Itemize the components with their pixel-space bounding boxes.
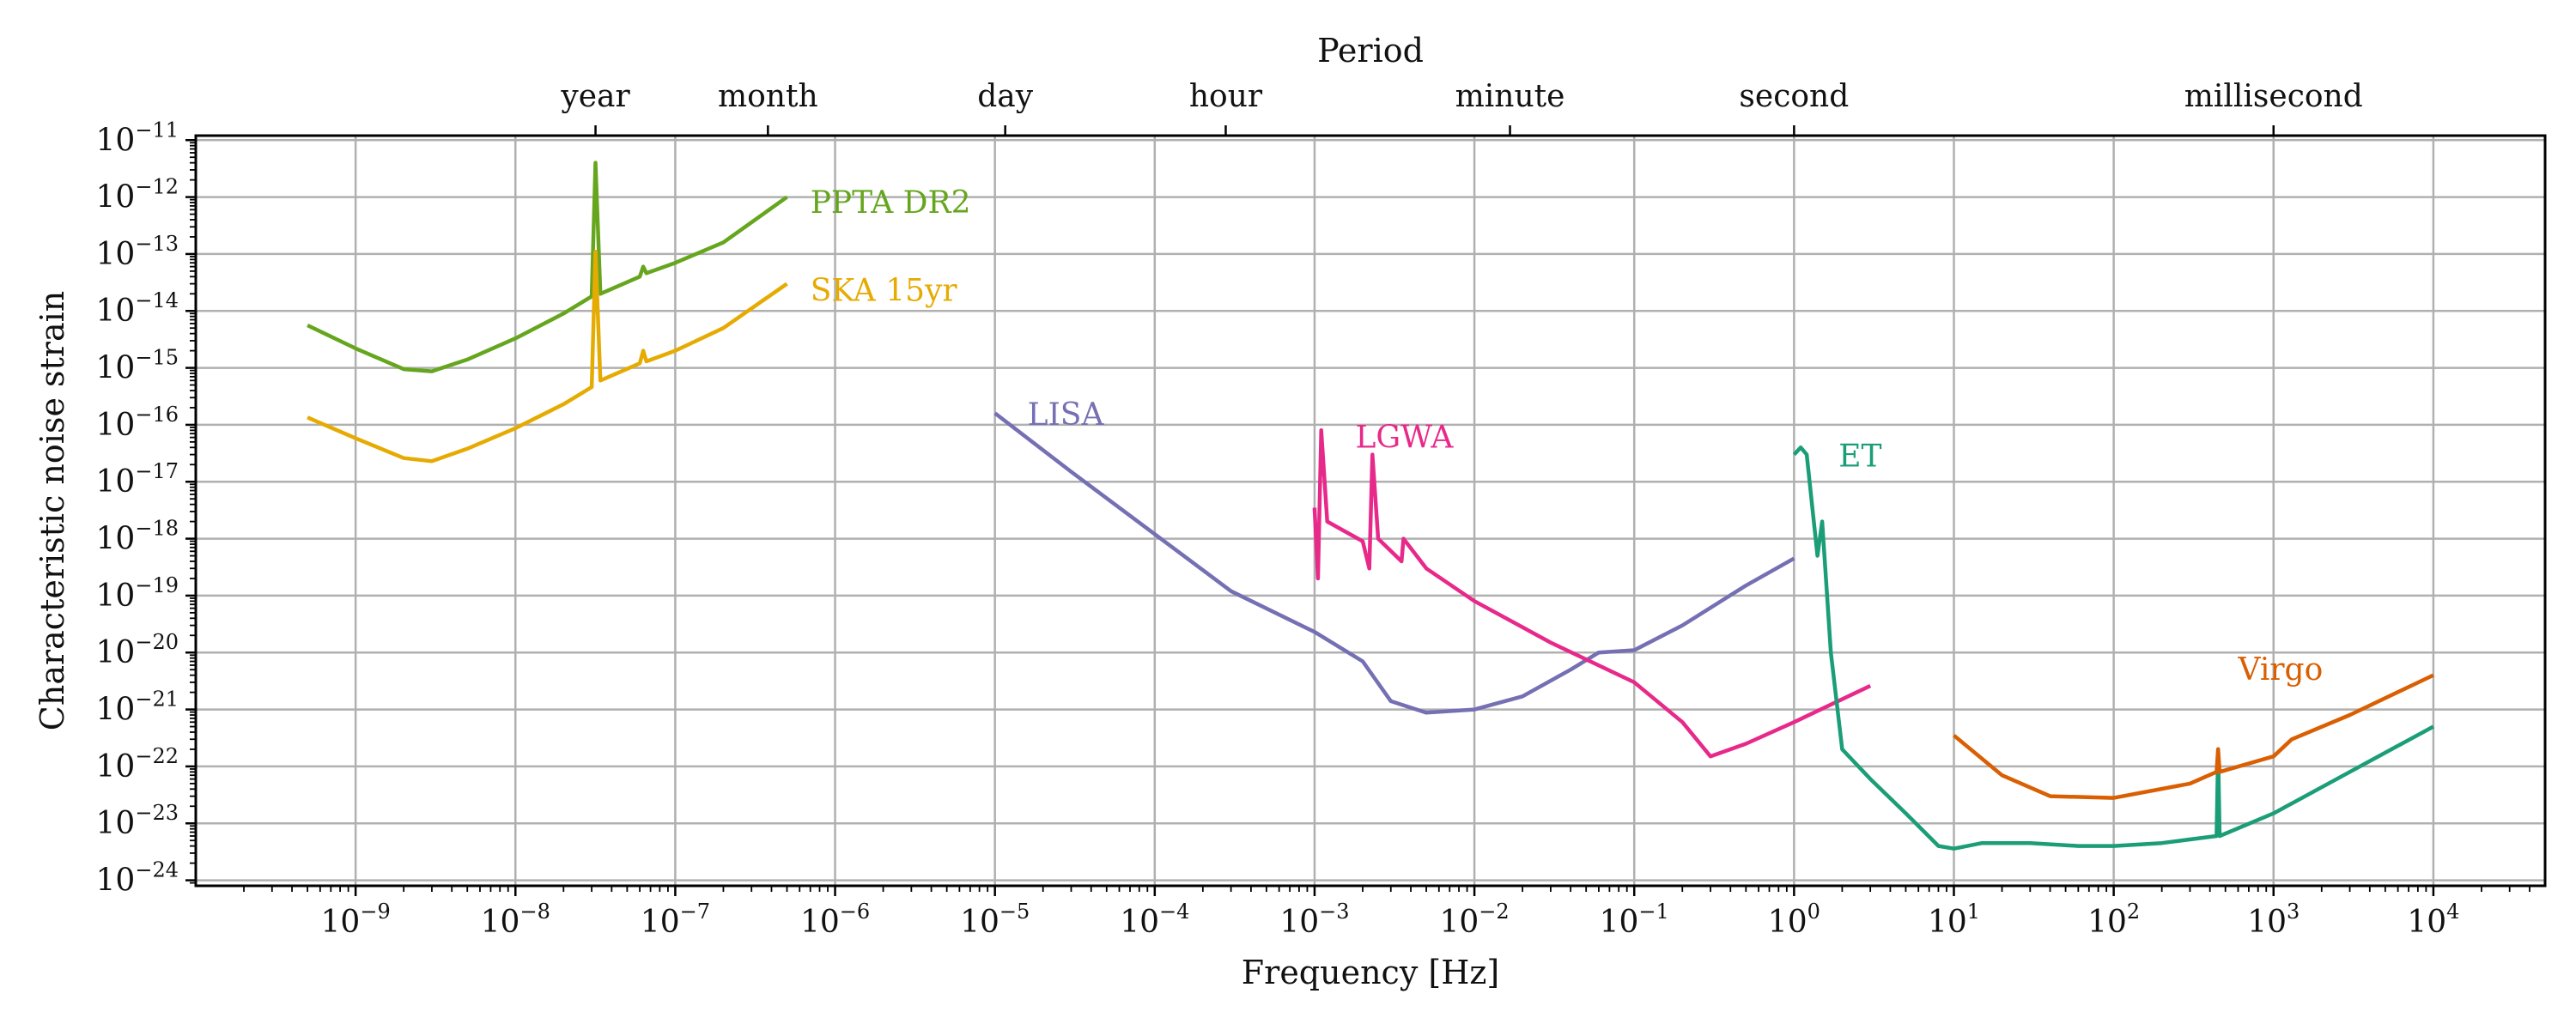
period-tick-label: minute bbox=[1455, 79, 1565, 114]
series-label-ppta-dr2: PPTA DR2 bbox=[811, 185, 971, 221]
x-tick-label: 102 bbox=[2087, 900, 2140, 940]
y-tick-label: 10−14 bbox=[96, 288, 179, 329]
y-axis-title: Characteristic noise strain bbox=[33, 291, 71, 730]
series-label-ska-15yr: SKA 15yr bbox=[811, 273, 958, 308]
x-tick-label: 10−5 bbox=[960, 900, 1030, 940]
period-tick-label: day bbox=[977, 79, 1034, 114]
series-label-lisa: LISA bbox=[1028, 397, 1105, 433]
x-tick-label: 10−2 bbox=[1439, 900, 1509, 940]
y-tick-label: 10−24 bbox=[96, 858, 179, 899]
series-label-virgo: Virgo bbox=[2237, 652, 2323, 688]
series-line-lgwa bbox=[1312, 428, 1872, 759]
period-tick-label: hour bbox=[1189, 79, 1263, 114]
series-line-ppta-dr2 bbox=[307, 161, 788, 373]
period-tick-label: year bbox=[560, 79, 630, 114]
x-tick-label: 104 bbox=[2407, 900, 2459, 940]
y-tick-label: 10−15 bbox=[96, 346, 179, 386]
x-tick-label: 10−9 bbox=[321, 900, 391, 940]
series-lines bbox=[307, 161, 2434, 851]
y-tick-label: 10−19 bbox=[96, 573, 179, 614]
series-line-lisa bbox=[993, 411, 1795, 715]
x-axis-title: Frequency [Hz] bbox=[1242, 954, 1499, 991]
grid bbox=[196, 136, 2545, 886]
y-tick-label: 10−13 bbox=[96, 232, 179, 272]
x-tick-label: 103 bbox=[2247, 900, 2300, 940]
x-tick-label: 10−4 bbox=[1120, 900, 1189, 940]
x-tick-label: 100 bbox=[1768, 900, 1820, 940]
period-axis-ticks: year month day hour minute second millisecond bbox=[560, 79, 2363, 136]
x-tick-label: 101 bbox=[1928, 900, 1980, 940]
y-tick-label: 10−11 bbox=[96, 118, 179, 158]
series-line-et bbox=[1792, 445, 2434, 851]
y-axis-ticks: 10−11 10−12 10−13 10−14 10−15 10−16 10−17 10−18… bbox=[96, 118, 196, 899]
x-tick-label: 10−8 bbox=[481, 900, 550, 940]
y-tick-label: 10−22 bbox=[96, 744, 179, 785]
y-tick-label: 10−23 bbox=[96, 801, 179, 841]
period-tick-label: millisecond bbox=[2184, 79, 2363, 114]
x-tick-label: 10−6 bbox=[800, 900, 870, 940]
series-labels: PPTA DR2 SKA 15yr LISA LGWA ET Virgo bbox=[811, 185, 2324, 688]
series-label-lgwa: LGWA bbox=[1355, 421, 1454, 456]
y-tick-label: 10−21 bbox=[96, 688, 179, 728]
period-tick-label: month bbox=[718, 79, 818, 114]
period-tick-label: second bbox=[1739, 79, 1849, 114]
x-axis-ticks: 10−9 10−8 10−7 10−6 10−5 10−4 10−3 10−2 10−1 100 1… bbox=[243, 886, 2530, 940]
y-tick-label: 10−17 bbox=[96, 459, 179, 500]
period-axis-title: Period bbox=[1317, 32, 1424, 70]
y-tick-label: 10−18 bbox=[96, 517, 179, 557]
plot-frame bbox=[194, 134, 2547, 888]
series-line-virgo bbox=[1953, 673, 2434, 800]
y-tick-label: 10−12 bbox=[96, 175, 179, 215]
x-tick-label: 10−7 bbox=[641, 900, 710, 940]
series-label-et: ET bbox=[1838, 439, 1881, 475]
y-tick-label: 10−20 bbox=[96, 630, 179, 670]
x-tick-label: 10−3 bbox=[1279, 900, 1349, 940]
x-tick-label: 10−1 bbox=[1600, 900, 1669, 940]
y-tick-label: 10−16 bbox=[96, 403, 179, 443]
series-line-ska-15yr bbox=[307, 249, 788, 464]
